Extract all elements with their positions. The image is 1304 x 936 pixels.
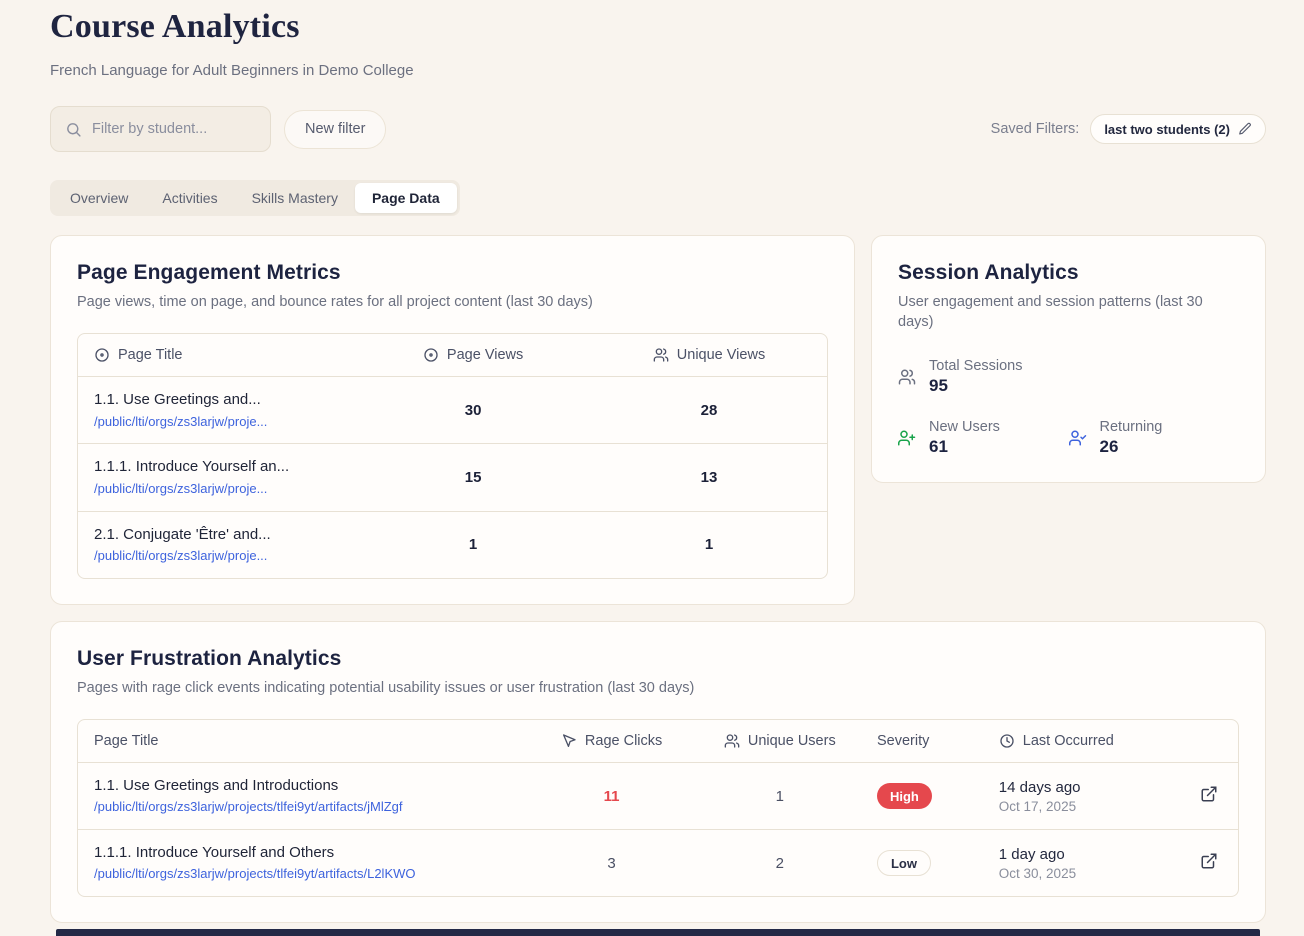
unique-views-value: 28	[700, 401, 718, 419]
session-subtitle: User engagement and session patterns (la…	[898, 294, 1203, 331]
col-rage-clicks: Rage Clicks	[584, 733, 663, 750]
engagement-table: Page Title Page Views Unique Views 1.1. …	[77, 333, 828, 579]
table-row: 2.1. Conjugate 'Être' and... /public/lti…	[78, 510, 827, 578]
page-title-text: 1.1.1. Introduce Yourself and Others	[94, 844, 335, 862]
col-last-occurred: Last Occurred	[1022, 733, 1114, 750]
engagement-subtitle: Page views, time on page, and bounce rat…	[77, 294, 593, 310]
frustration-subtitle: Pages with rage click events indicating …	[77, 679, 695, 696]
col-severity: Severity	[876, 733, 930, 750]
page-subtitle: French Language for Adult Beginners in D…	[50, 62, 414, 79]
user-plus-icon	[898, 429, 916, 447]
rage-clicks-value: 11	[603, 787, 620, 805]
returning-users-value: 26	[1099, 436, 1119, 456]
unique-users-value: 1	[775, 787, 784, 805]
new-users-value: 61	[929, 436, 948, 456]
session-title: Session Analytics	[898, 261, 1079, 284]
unique-users-value: 2	[775, 854, 784, 872]
page-title-icon	[94, 347, 110, 363]
student-filter-box[interactable]	[50, 106, 271, 152]
page-url-link[interactable]: /public/lti/orgs/zs3larjw/proje...	[94, 413, 268, 429]
saved-filters-label: Saved Filters:	[990, 121, 1080, 137]
page-views-value: 30	[464, 401, 482, 419]
severity-badge: High	[876, 783, 932, 810]
tab-activities[interactable]: Activities	[162, 190, 218, 206]
unique-views-value: 1	[704, 536, 714, 554]
col-unique-views: Unique Views	[676, 347, 766, 364]
users-icon	[724, 733, 740, 749]
saved-filter-pill-label: last two students (2)	[1104, 121, 1230, 137]
total-sessions-stat: Total Sessions 95	[898, 358, 1239, 396]
unique-views-value: 13	[700, 469, 718, 486]
page-url-link[interactable]: /public/lti/orgs/zs3larjw/proje...	[94, 547, 268, 563]
table-row: 1.1. Use Greetings and... /public/lti/or…	[78, 376, 827, 443]
table-row: 1.1. Use Greetings and Introductions /pu…	[78, 762, 1238, 829]
new-filter-button[interactable]: New filter	[284, 109, 387, 149]
table-row: 1.1.1. Introduce Yourself and Others /pu…	[78, 829, 1238, 896]
tab-skills-mastery[interactable]: Skills Mastery	[251, 190, 338, 206]
saved-filters-group: Saved Filters: last two students (2)	[991, 114, 1266, 144]
page-url-link[interactable]: /public/lti/orgs/zs3larjw/projects/tlfei…	[94, 866, 416, 882]
total-sessions-label: Total Sessions	[929, 357, 1023, 374]
page-engagement-card: Page Engagement Metrics Page views, time…	[50, 235, 855, 605]
table-row: 1.1.1. Introduce Yourself an... /public/…	[78, 443, 827, 510]
page-views-value: 15	[464, 469, 482, 486]
search-icon	[65, 121, 82, 138]
rage-clicks-value: 3	[607, 854, 616, 872]
col-page-title: Page Title	[94, 733, 159, 750]
col-unique-users: Unique Users	[747, 733, 836, 750]
tab-page-data[interactable]: Page Data	[354, 183, 457, 213]
external-link-icon[interactable]	[1200, 785, 1218, 803]
page-title-text: 1.1. Use Greetings and Introductions	[94, 777, 339, 795]
filter-toolbar: New filter Saved Filters: last two stude…	[50, 106, 1266, 152]
col-page-views: Page Views	[446, 347, 524, 364]
page-title: Course Analytics	[50, 8, 300, 45]
total-sessions-value: 95	[929, 375, 948, 395]
unique-views-icon	[653, 347, 669, 363]
new-users-label: New Users	[929, 418, 1000, 435]
page-title-text: 1.1.1. Introduce Yourself an...	[94, 458, 290, 476]
page-views-value: 1	[468, 536, 478, 554]
frustration-table-header: Page Title Rage Clicks Unique Users Seve…	[78, 720, 1238, 762]
session-analytics-card: Session Analytics User engagement and se…	[871, 235, 1266, 483]
page-views-icon	[423, 347, 439, 363]
tab-overview[interactable]: Overview	[70, 190, 129, 206]
frustration-title: User Frustration Analytics	[77, 646, 342, 670]
saved-filter-pill[interactable]: last two students (2)	[1090, 114, 1266, 144]
last-occurred-relative: 14 days ago	[998, 778, 1081, 796]
engagement-table-header: Page Title Page Views Unique Views	[78, 334, 827, 376]
mouse-pointer-icon	[561, 733, 577, 749]
page-url-link[interactable]: /public/lti/orgs/zs3larjw/projects/tlfei…	[94, 799, 403, 815]
bottom-cutoff-bar	[56, 929, 1260, 936]
returning-users-stat: Returning 26	[1068, 418, 1240, 457]
new-users-stat: New Users 61	[898, 419, 1069, 457]
external-link-icon[interactable]	[1200, 852, 1218, 870]
last-occurred-relative: 1 day ago	[998, 845, 1065, 863]
user-check-icon	[1068, 429, 1087, 447]
engagement-title: Page Engagement Metrics	[77, 261, 341, 284]
returning-users-label: Returning	[1099, 418, 1163, 435]
analytics-tabs: Overview Activities Skills Mastery Page …	[50, 180, 460, 216]
student-filter-input[interactable]	[92, 121, 256, 137]
clock-icon	[999, 733, 1015, 749]
user-frustration-card: User Frustration Analytics Pages with ra…	[50, 620, 1266, 924]
page-title-text: 2.1. Conjugate 'Être' and...	[94, 525, 271, 543]
page-url-link[interactable]: /public/lti/orgs/zs3larjw/proje...	[94, 480, 268, 496]
page-title-text: 1.1. Use Greetings and...	[94, 391, 261, 409]
last-occurred-date: Oct 17, 2025	[998, 798, 1077, 814]
edit-pencil-icon[interactable]	[1238, 122, 1252, 136]
col-page-title: Page Title	[118, 347, 183, 364]
severity-badge: Low	[876, 850, 931, 877]
last-occurred-date: Oct 30, 2025	[998, 865, 1077, 881]
frustration-table: Page Title Rage Clicks Unique Users Seve…	[77, 719, 1239, 898]
users-icon	[898, 368, 916, 386]
